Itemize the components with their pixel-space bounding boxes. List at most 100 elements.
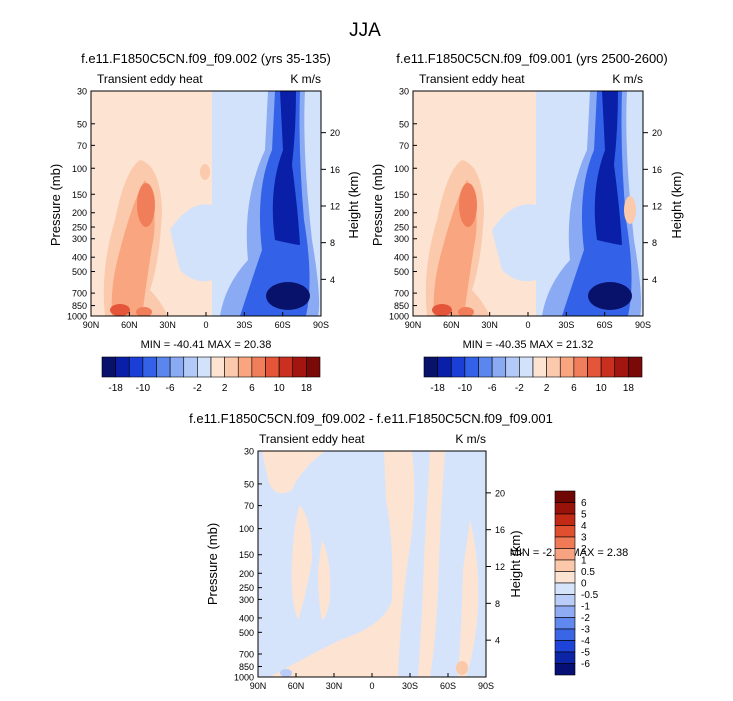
colorbar-swatch [224, 356, 239, 378]
pressure-tick-label: 850 [72, 301, 87, 311]
colorbar-swatch [423, 356, 438, 378]
field-blue-band-core [594, 91, 622, 245]
height-tick-label: 8 [330, 238, 335, 248]
colorbar-swatch [554, 490, 576, 503]
height-tick-label: 8 [652, 238, 657, 248]
panel-2-field [413, 91, 643, 316]
pressure-tick-label: 30 [399, 87, 409, 97]
colorbar-label: -6 [488, 383, 497, 394]
colorbar-label: 6 [249, 383, 255, 394]
colorbar-swatch [478, 356, 493, 378]
colorbar-swatch [532, 356, 547, 378]
colorbar-swatch [306, 356, 321, 378]
colorbar-label: -2 [193, 383, 202, 394]
latitude-tick-label: 30N [326, 681, 343, 691]
colorbar-swatch [156, 356, 171, 378]
colorbar-label: 2 [544, 383, 550, 394]
panel-2-min-max: MIN = -40.35 MAX = 21.32 [463, 339, 594, 351]
colorbar-swatch [587, 356, 602, 378]
field-pos-streak-2 [291, 505, 312, 620]
height-tick-label: 16 [652, 165, 662, 175]
latitude-tick-label: 60N [121, 320, 138, 330]
colorbar-swatch [546, 356, 561, 378]
pressure-tick-label: 400 [394, 253, 409, 263]
pressure-tick-label: 30 [244, 447, 254, 457]
colorbar-swatch [554, 571, 576, 584]
colorbar-swatch [573, 356, 588, 378]
colorbar-swatch [614, 356, 629, 378]
height-tick-label: 4 [652, 275, 657, 285]
field-orange-core [137, 183, 155, 227]
field-light-blue-tongue [492, 204, 536, 282]
pressure-tick-label: 300 [239, 595, 254, 605]
latitude-tick-label: 60N [288, 681, 305, 691]
panel-3-title: f.e11.F1850C5CN.f09_f09.002 - f.e11.F185… [189, 411, 553, 426]
height-tick-label: 16 [330, 165, 340, 175]
colorbar-label: -2 [515, 383, 524, 394]
colorbar-swatch [265, 356, 280, 378]
pressure-tick-label: 30 [77, 87, 87, 97]
colorbar-swatch [554, 536, 576, 549]
pressure-tick-label: 1000 [389, 312, 409, 322]
height-tick-label: 4 [495, 636, 500, 646]
pressure-tick-label: 150 [72, 190, 87, 200]
panel-1-ylabel-right: Height (km) [346, 171, 361, 238]
latitude-tick-label: 90N [83, 320, 100, 330]
pressure-tick-label: 100 [394, 164, 409, 174]
pressure-tick-label: 250 [239, 583, 254, 593]
pressure-tick-label: 700 [239, 650, 254, 660]
latitude-tick-label: 90N [405, 320, 422, 330]
colorbar-swatch [554, 548, 576, 561]
colorbar-swatch [554, 628, 576, 641]
pressure-tick-label: 400 [72, 253, 87, 263]
colorbar-label: 10 [596, 383, 608, 394]
pressure-tick-label: 150 [394, 190, 409, 200]
colorbar-swatch [554, 513, 576, 526]
panel-2-ylabel: Pressure (mb) [370, 164, 385, 246]
field-neg-surface [280, 669, 292, 677]
field-pos-east [458, 520, 479, 677]
panel-1-left-label: Transient eddy heat [97, 72, 203, 86]
height-tick-label: 4 [330, 275, 335, 285]
latitude-tick-label: 60S [597, 320, 613, 330]
height-tick-label: 20 [495, 488, 505, 498]
colorbar-label: 18 [623, 383, 635, 394]
colorbar-swatch [292, 356, 307, 378]
latitude-tick-label: 0 [369, 681, 374, 691]
panel-2: f.e11.F1850C5CN.f09_f09.001 (yrs 2500-26… [370, 51, 684, 394]
panel-1-field [91, 91, 321, 316]
panel-1-min-max: MIN = -40.41 MAX = 20.38 [141, 339, 272, 351]
pressure-tick-label: 300 [394, 234, 409, 244]
colorbar-swatch [554, 559, 576, 572]
pressure-tick-label: 500 [72, 267, 87, 277]
colorbar-swatch [115, 356, 130, 378]
colorbar-swatch [251, 356, 266, 378]
colorbar-swatch [554, 594, 576, 607]
colorbar-label: 18 [301, 383, 313, 394]
panel-1-title: f.e11.F1850C5CN.f09_f09.002 (yrs 35-135) [81, 51, 331, 66]
latitude-tick-label: 30S [236, 320, 252, 330]
pressure-tick-label: 50 [244, 479, 254, 489]
panel-3-units: K m/s [455, 432, 486, 446]
colorbar-swatch [554, 525, 576, 538]
latitude-tick-label: 90S [313, 320, 329, 330]
field-orange-surface-2 [458, 307, 474, 316]
field-orange-surface [110, 304, 130, 316]
colorbar-label: 1 [581, 556, 587, 567]
pressure-tick-label: 500 [239, 628, 254, 638]
field-pos-surface [456, 661, 468, 675]
field-orange-core [459, 183, 477, 227]
pressure-tick-label: 700 [72, 289, 87, 299]
panel-1-ylabel: Pressure (mb) [48, 164, 63, 246]
height-tick-label: 12 [330, 202, 340, 212]
colorbar-swatch [491, 356, 507, 378]
height-tick-label: 20 [652, 128, 662, 138]
pressure-tick-label: 1000 [67, 312, 87, 322]
panel-1-colorbar: -18 -10 -6 -2 2 6 10 18 [101, 356, 321, 394]
pressure-tick-label: 70 [399, 141, 409, 151]
latitude-tick-label: 90N [250, 681, 267, 691]
colorbar-label: 4 [581, 521, 587, 532]
colorbar-label: -0.5 [581, 590, 599, 601]
